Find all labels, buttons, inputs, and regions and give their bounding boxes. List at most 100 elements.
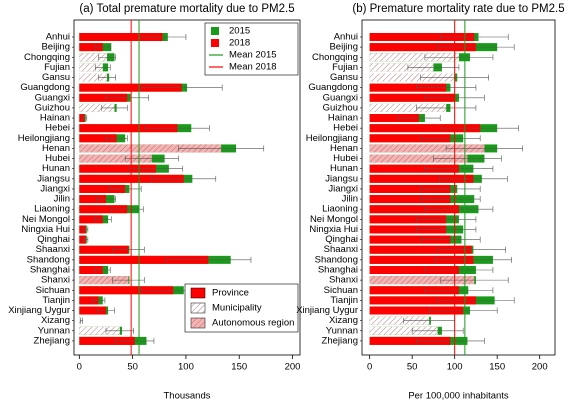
error-bar: [420, 185, 481, 192]
error-bar: [111, 206, 144, 213]
y-tick-label: Xinjiang Uygur: [8, 305, 70, 316]
error-bar: [420, 135, 481, 142]
bar-2018: [369, 235, 451, 244]
legend-label: Municipality: [212, 303, 262, 314]
bar-2018: [369, 336, 451, 345]
y-tick-label: Sichuan: [324, 285, 358, 296]
x-tick-label: 50: [407, 362, 418, 373]
y-tick-label: Anhui: [46, 32, 70, 43]
y-tick-label: Jiangxi: [40, 183, 70, 194]
error-bar: [439, 34, 509, 40]
legend-label: Mean 2015: [229, 50, 277, 61]
y-tick-label: Hebei: [45, 123, 70, 134]
bar-2018: [79, 33, 163, 41]
y-tick-label: Chongqing: [312, 52, 358, 63]
legend-label: 2015: [229, 26, 250, 37]
bar-2018: [369, 174, 474, 183]
bar-2018: [369, 296, 476, 305]
bar-hatch: [79, 103, 115, 112]
error-bar: [145, 125, 210, 132]
x-axis-label: Per 100,000 inhabitants: [408, 391, 509, 402]
y-tick-label: Nei Mongol: [310, 214, 358, 225]
error-bar: [407, 64, 460, 71]
error-bar: [420, 196, 481, 203]
chart-title: (b) Premature mortality rate due to PM2.…: [352, 3, 564, 15]
legend-swatch: [190, 287, 206, 299]
bar-2018: [369, 83, 447, 92]
legend-swatch: [211, 27, 219, 35]
error-bar: [83, 236, 89, 243]
y-tick-label: Liaoning: [34, 204, 70, 215]
y-tick-label: Shaanxi: [324, 244, 358, 255]
error-bar: [105, 327, 134, 334]
y-tick-label: Guangxi: [323, 92, 358, 103]
error-bar: [416, 337, 485, 344]
error-bar: [416, 226, 477, 233]
y-tick-label: Fujian: [332, 62, 358, 73]
y-tick-label: Qinghai: [325, 234, 358, 245]
y-tick-label: Jilin: [342, 194, 358, 205]
bar-hatch: [79, 63, 103, 72]
legend-hatch: [191, 303, 205, 313]
y-tick-label: Guangxi: [35, 92, 70, 103]
error-bar: [420, 236, 481, 243]
bar-2018: [79, 124, 178, 133]
legend-hatch: [191, 318, 205, 328]
error-bar: [91, 297, 106, 304]
error-bar: [433, 155, 502, 162]
bar-hatch: [369, 73, 455, 82]
y-tick-label: Heilongjiang: [18, 133, 70, 144]
x-axis-label: Thousands: [163, 391, 210, 402]
error-bar: [124, 155, 179, 162]
y-tick-label: Shanghai: [318, 265, 358, 276]
error-bar: [95, 44, 111, 51]
bar-2018: [369, 114, 419, 123]
y-tick-label: Gansu: [42, 72, 70, 83]
y-tick-label: Guizhou: [35, 102, 70, 113]
bar-2018: [79, 43, 103, 52]
x-tick-label: 50: [127, 362, 138, 373]
error-bar: [424, 287, 494, 294]
y-tick-label: Ningxia Hui: [309, 224, 358, 235]
legend-label: Mean 2018: [229, 62, 277, 73]
y-tick-label: Guangdong: [308, 82, 358, 93]
bar-2018: [79, 134, 117, 143]
y-tick-label: Jiangxi: [328, 183, 358, 194]
y-tick-label: Heilongjiang: [306, 133, 358, 144]
error-bar: [416, 104, 477, 111]
error-bar: [105, 135, 128, 142]
y-tick-label: Guangdong: [20, 82, 70, 93]
y-tick-label: Jilin: [54, 194, 70, 205]
error-bar: [437, 297, 515, 304]
bar-2018: [79, 215, 103, 224]
bar-2018: [369, 33, 475, 41]
bar-hatch: [369, 63, 434, 72]
error-bar: [397, 115, 441, 122]
y-tick-label: Shandong: [27, 254, 70, 265]
bar-2018: [369, 225, 447, 234]
bar-2018: [369, 124, 481, 133]
error-bar: [445, 145, 523, 152]
error-bar: [428, 307, 498, 314]
y-tick-label: Henan: [42, 143, 70, 154]
error-bar: [151, 175, 217, 182]
y-tick-label: Xizang: [329, 315, 358, 326]
bar-hatch: [79, 276, 129, 285]
error-bar: [424, 266, 494, 273]
y-tick-label: Hainan: [328, 113, 358, 124]
bar-hatch: [79, 326, 120, 335]
error-bar: [82, 115, 88, 122]
bar-hatch: [79, 73, 108, 82]
bar-hatch: [369, 144, 485, 153]
bar-hatch: [369, 154, 468, 163]
bar-2018: [369, 205, 459, 214]
y-tick-label: Hunan: [42, 163, 70, 174]
bar-2018: [79, 235, 86, 244]
error-bar: [165, 256, 252, 263]
plot-frame: [73, 19, 301, 356]
error-bar: [83, 226, 89, 233]
y-tick-label: Yunnan: [38, 325, 70, 336]
x-tick-label: 0: [367, 362, 372, 373]
y-tick-label: Gansu: [330, 72, 358, 83]
